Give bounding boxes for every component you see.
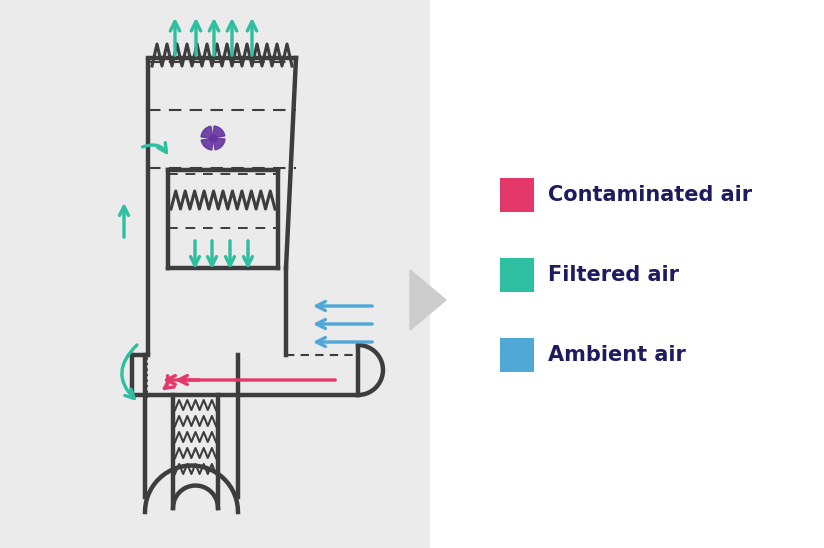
Polygon shape (213, 138, 225, 150)
Bar (500, 258, 534, 292)
Polygon shape (201, 138, 213, 150)
Text: Contaminated air: Contaminated air (548, 185, 752, 205)
Bar (500, 178, 534, 212)
Polygon shape (213, 126, 225, 138)
Polygon shape (410, 270, 446, 330)
Text: Filtered air: Filtered air (548, 265, 679, 285)
Bar (500, 338, 534, 372)
Bar (430, 0, 824, 548)
Polygon shape (201, 126, 213, 138)
Text: Ambient air: Ambient air (548, 345, 686, 365)
